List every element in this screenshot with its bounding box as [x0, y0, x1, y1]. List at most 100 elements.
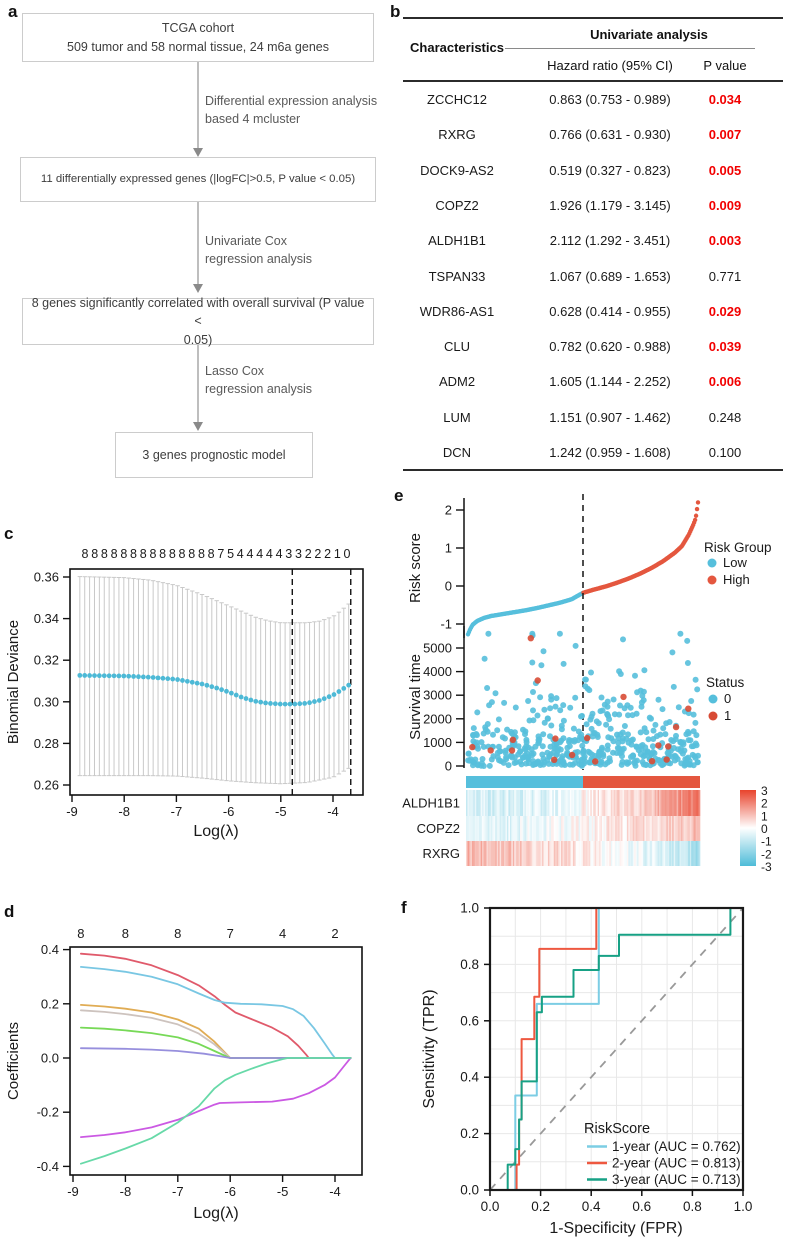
svg-text:8: 8: [101, 547, 108, 561]
svg-text:2: 2: [324, 547, 331, 561]
panel-label-f: f: [401, 898, 407, 917]
table-cell-gene: DCN: [442, 445, 472, 460]
panel-label-e: e: [394, 486, 404, 505]
svg-text:0.2: 0.2: [41, 996, 59, 1011]
svg-text:RXRG: RXRG: [422, 846, 460, 861]
svg-text:-0.2: -0.2: [37, 1105, 59, 1120]
x-axis-title: Log(λ): [193, 823, 238, 840]
table-cell-pvalue: 0.009: [708, 197, 742, 213]
svg-text:1: 1: [724, 708, 731, 723]
table-cell-hazard-ratio: 1.926 (1.179 - 3.145): [549, 197, 671, 213]
svg-text:Coefficients: Coefficients: [5, 1022, 22, 1100]
top-axis-nonzero-counts: 8 8 8 7 4 2: [77, 926, 338, 941]
svg-text:3: 3: [285, 547, 292, 561]
heatmap-row-rxrg: [466, 841, 701, 866]
table-cell-gene: RXRG: [438, 127, 476, 143]
svg-text:8: 8: [111, 547, 118, 561]
svg-text:-1: -1: [761, 835, 772, 849]
svg-text:0.6: 0.6: [632, 1199, 651, 1214]
table-cell-pvalue: 0.771: [708, 268, 742, 284]
y-axis-title: Sensitivity (TPR): [421, 989, 438, 1108]
svg-text:5000: 5000: [423, 641, 452, 656]
table-cell-gene: CLU: [443, 339, 470, 355]
svg-text:8: 8: [208, 547, 215, 561]
svg-text:8: 8: [120, 547, 127, 561]
svg-text:Binomial Deviance: Binomial Deviance: [5, 620, 22, 744]
svg-text:0.30: 0.30: [34, 694, 59, 709]
x-axis-title: Log(λ): [193, 1205, 238, 1222]
svg-text:Log(λ): Log(λ): [193, 823, 238, 840]
svg-text:1: 1: [334, 547, 341, 561]
panel-label-b: b: [390, 2, 401, 21]
svg-text:0.4: 0.4: [582, 1199, 601, 1214]
heatmap-row-aldh1b1: [466, 790, 701, 816]
svg-text:1.0: 1.0: [734, 1199, 753, 1214]
plot-border: [488, 906, 745, 1192]
expression-heatmap: [466, 790, 701, 866]
svg-text:-8: -8: [120, 1184, 132, 1199]
roc-legend: RiskScore 1-year (AUC = 0.762) 2-year (AUC…: [584, 1121, 741, 1187]
svg-text:8: 8: [122, 926, 129, 941]
flow-box-line: 8 genes significantly correlated with ov…: [31, 296, 365, 329]
svg-text:1: 1: [761, 809, 768, 823]
table-cell-pvalue: 0.039: [708, 339, 742, 355]
svg-text:4: 4: [276, 547, 283, 561]
heatmap-gene-labels: ALDH1B1 COPZ2 RXRG: [402, 796, 460, 862]
svg-text:-8: -8: [118, 804, 130, 819]
svg-text:Risk Group: Risk Group: [704, 540, 772, 555]
cv-deviance-chart: 8 8 8 8 8 8 8 8 8 8 8 8 8 8 7 5 4 4 4 4 4 3 3 2 2 2 1 00.260.280.30…: [5, 547, 364, 840]
y-axis-title: Coefficients: [5, 1022, 22, 1100]
lasso-coefficients-chart: 8 8 8 7 4 2 -0.4 -0.2 0.0 0.2 0.4 -9 -8 -7 -6 -5 -4 Log(λ…: [5, 926, 363, 1222]
svg-text:8: 8: [198, 547, 205, 561]
svg-text:4: 4: [237, 547, 244, 561]
table-cell-gene: COPZ2: [435, 197, 479, 213]
svg-text:-4: -4: [327, 804, 339, 819]
svg-text:2000: 2000: [423, 711, 452, 726]
risk-y-title: Risk score: [407, 533, 424, 603]
table-cell-pvalue: 0.005: [708, 162, 742, 178]
table-cell-pvalue: 0.100: [708, 445, 742, 460]
panel-label-c: c: [4, 524, 14, 543]
svg-text:-9: -9: [67, 1184, 79, 1199]
y-axis-title: Binomial Deviance: [5, 620, 22, 744]
svg-text:1.0: 1.0: [460, 901, 479, 916]
svg-text:2: 2: [761, 797, 768, 811]
svg-text:0: 0: [445, 579, 452, 594]
table-cell-pvalue: 0.003: [708, 233, 742, 249]
survival-dots-status1: [469, 635, 692, 765]
y-axis: 0.0 0.2 0.4 0.6 0.8 1.0: [460, 901, 490, 1198]
svg-text:0.8: 0.8: [460, 957, 479, 972]
table-cell-pvalue: 0.248: [708, 409, 742, 425]
table-cell-gene: DOCK9-AS2: [420, 162, 494, 178]
svg-text:0: 0: [445, 759, 452, 774]
svg-text:-1: -1: [440, 617, 452, 632]
svg-text:-5: -5: [277, 1184, 289, 1199]
svg-text:8: 8: [159, 547, 166, 561]
table-cell-hazard-ratio: 1.605 (1.144 - 2.252): [549, 374, 671, 390]
svg-text:-0.4: -0.4: [37, 1159, 59, 1174]
svg-text:7: 7: [217, 547, 224, 561]
svg-text:-6: -6: [223, 804, 235, 819]
svg-text:4: 4: [279, 926, 286, 941]
svg-text:3: 3: [761, 784, 768, 798]
svg-text:2: 2: [314, 547, 321, 561]
table-cell-pvalue: 0.006: [708, 374, 742, 390]
table-cell-gene: ADM2: [438, 374, 476, 390]
x-axis: -9 -8 -7 -6 -5 -4: [67, 1175, 341, 1199]
table-cell-pvalue: 0.029: [708, 303, 742, 319]
svg-text:0.4: 0.4: [460, 1070, 479, 1085]
table-cell-hazard-ratio: 2.112 (1.292 - 3.451): [549, 233, 671, 249]
table-top-rule: [403, 17, 783, 19]
svg-text:0.4: 0.4: [41, 942, 59, 957]
svg-text:4: 4: [266, 547, 273, 561]
svg-text:2: 2: [305, 547, 312, 561]
svg-text:-9: -9: [66, 804, 78, 819]
svg-text:-4: -4: [329, 1184, 341, 1199]
flow-box-line: 3 genes prognostic model: [142, 447, 286, 462]
flow-arrow-label-differential: Differential expression analysis based 4…: [205, 94, 378, 127]
flow-box-tcga-cohort: TCGA cohort 509 tumor and 58 normal tiss…: [22, 13, 374, 62]
svg-text:0: 0: [344, 547, 351, 561]
flow-box-line: TCGA cohort: [161, 21, 235, 36]
